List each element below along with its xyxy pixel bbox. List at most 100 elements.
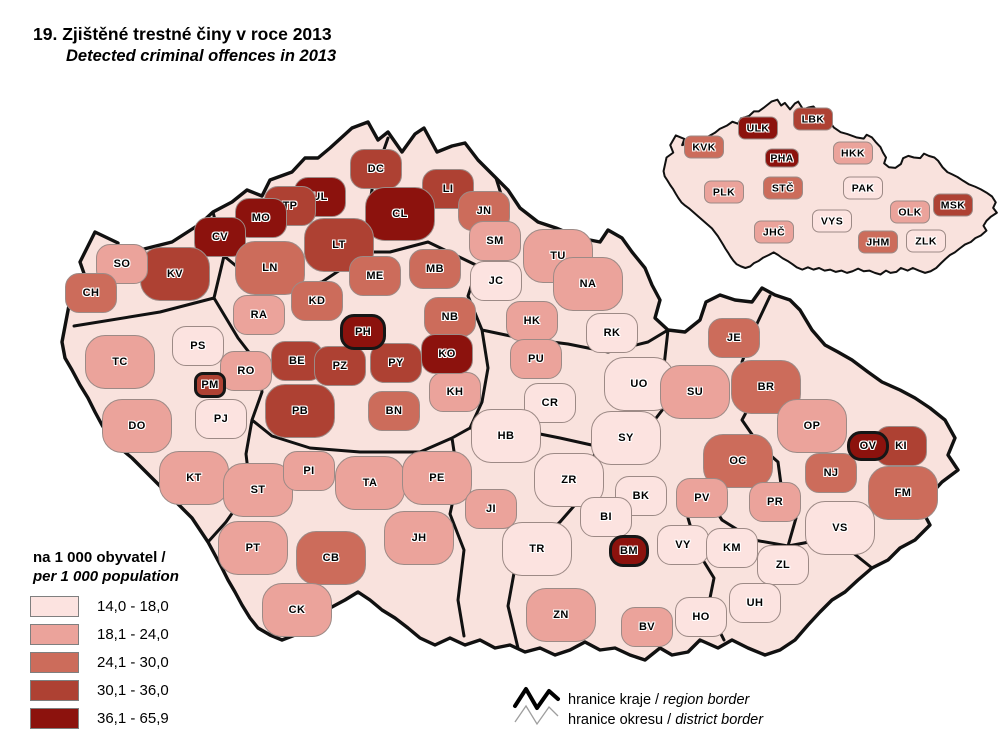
district-PE[interactable]: PE [402, 451, 472, 505]
district-KD[interactable]: KD [291, 281, 343, 321]
district-JI[interactable]: JI [465, 489, 517, 529]
district-code-label: LN [262, 262, 278, 274]
district-DO[interactable]: DO [102, 399, 172, 453]
district-PS[interactable]: PS [172, 326, 224, 366]
district-OP[interactable]: OP [777, 399, 847, 453]
district-code-label: CR [541, 397, 559, 409]
district-VY[interactable]: VY [657, 525, 709, 565]
district-RO[interactable]: RO [220, 351, 272, 391]
district-KH[interactable]: KH [429, 372, 481, 412]
district-BM[interactable]: BM [609, 535, 649, 567]
district-SM[interactable]: SM [469, 221, 521, 261]
region-HKK[interactable]: HKK [833, 141, 873, 165]
region-KVK[interactable]: KVK [684, 135, 724, 159]
district-PB[interactable]: PB [265, 384, 335, 438]
district-code-label: SU [686, 386, 704, 398]
district-TR[interactable]: TR [502, 522, 572, 576]
district-PT[interactable]: PT [218, 521, 288, 575]
district-SU[interactable]: SU [660, 365, 730, 419]
region-border-icon [513, 687, 560, 710]
district-NA[interactable]: NA [553, 257, 623, 311]
region-PAK[interactable]: PAK [843, 176, 883, 200]
district-code-label: PS [190, 340, 206, 352]
district-code-label: OC [729, 455, 747, 467]
region-STC[interactable]: STČ [763, 176, 803, 200]
district-code-label: ZN [553, 609, 569, 621]
district-UH[interactable]: UH [729, 583, 781, 623]
district-HB[interactable]: HB [471, 409, 541, 463]
region-code-label: ULK [746, 122, 770, 134]
district-FM[interactable]: FM [868, 466, 938, 520]
region-PLK[interactable]: PLK [704, 180, 744, 204]
district-SY[interactable]: SY [591, 411, 661, 465]
district-code-label: CH [82, 287, 100, 299]
district-code-label: ZL [775, 559, 791, 571]
district-PY[interactable]: PY [370, 343, 422, 383]
district-HO[interactable]: HO [675, 597, 727, 637]
district-BV[interactable]: BV [621, 607, 673, 647]
district-BI[interactable]: BI [580, 497, 632, 537]
district-PM[interactable]: PM [194, 372, 226, 398]
district-CB[interactable]: CB [296, 531, 366, 585]
district-CL[interactable]: CL [365, 187, 435, 241]
district-code-label: HB [497, 430, 515, 442]
district-OV[interactable]: OV [847, 431, 889, 461]
district-PJ[interactable]: PJ [195, 399, 247, 439]
district-MB[interactable]: MB [409, 249, 461, 289]
district-CK[interactable]: CK [262, 583, 332, 637]
district-HK[interactable]: HK [506, 301, 558, 341]
region-JHC[interactable]: JHČ [754, 220, 794, 244]
district-PZ[interactable]: PZ [314, 346, 366, 386]
region-MSK[interactable]: MSK [933, 193, 973, 217]
district-PV[interactable]: PV [676, 478, 728, 518]
district-TC[interactable]: TC [85, 335, 155, 389]
legend-row: 18,1 - 24,0 [30, 623, 169, 645]
district-code-label: RO [237, 365, 255, 377]
district-KO[interactable]: KO [421, 334, 473, 374]
district-ME[interactable]: ME [349, 256, 401, 296]
district-VS[interactable]: VS [805, 501, 875, 555]
region-ULK[interactable]: ULK [738, 116, 778, 140]
legend-row: 14,0 - 18,0 [30, 595, 169, 617]
region-code-label: JHČ [762, 226, 786, 238]
district-KT[interactable]: KT [159, 451, 229, 505]
region-code-label: KVK [692, 141, 716, 153]
district-border-legend-label: hranice okresu / district border [568, 712, 764, 728]
district-code-label: JN [476, 205, 492, 217]
region-JHM[interactable]: JHM [858, 230, 898, 254]
district-JE[interactable]: JE [708, 318, 760, 358]
district-RK[interactable]: RK [586, 313, 638, 353]
district-PI[interactable]: PI [283, 451, 335, 491]
district-LI[interactable]: LI [422, 169, 474, 209]
district-PR[interactable]: PR [749, 482, 801, 522]
legend-class-label: 36,1 - 65,9 [97, 709, 169, 727]
district-DC[interactable]: DC [350, 149, 402, 189]
district-TA[interactable]: TA [335, 456, 405, 510]
district-NJ[interactable]: NJ [805, 453, 857, 493]
district-code-label: UL [312, 191, 328, 203]
district-CH[interactable]: CH [65, 273, 117, 313]
district-PU[interactable]: PU [510, 339, 562, 379]
district-JH[interactable]: JH [384, 511, 454, 565]
district-BN[interactable]: BN [368, 391, 420, 431]
region-code-label: PAK [851, 182, 875, 194]
district-code-label: HO [692, 611, 710, 623]
region-PHA[interactable]: PHA [765, 148, 799, 168]
district-JC[interactable]: JC [470, 261, 522, 301]
district-code-label: PV [694, 492, 710, 504]
region-VYS[interactable]: VYS [812, 209, 852, 233]
district-ZL[interactable]: ZL [757, 545, 809, 585]
region-ZLK[interactable]: ZLK [906, 229, 946, 253]
district-ZN[interactable]: ZN [526, 588, 596, 642]
district-KM[interactable]: KM [706, 528, 758, 568]
district-ST[interactable]: ST [223, 463, 293, 517]
district-SO[interactable]: SO [96, 244, 148, 284]
region-OLK[interactable]: OLK [890, 200, 930, 224]
district-code-label: KH [446, 386, 464, 398]
district-PH[interactable]: PH [340, 314, 386, 350]
district-KV[interactable]: KV [140, 247, 210, 301]
district-RA[interactable]: RA [233, 295, 285, 335]
district-NB[interactable]: NB [424, 297, 476, 337]
region-LBK[interactable]: LBK [793, 107, 833, 131]
region-code-label: LBK [801, 113, 825, 125]
